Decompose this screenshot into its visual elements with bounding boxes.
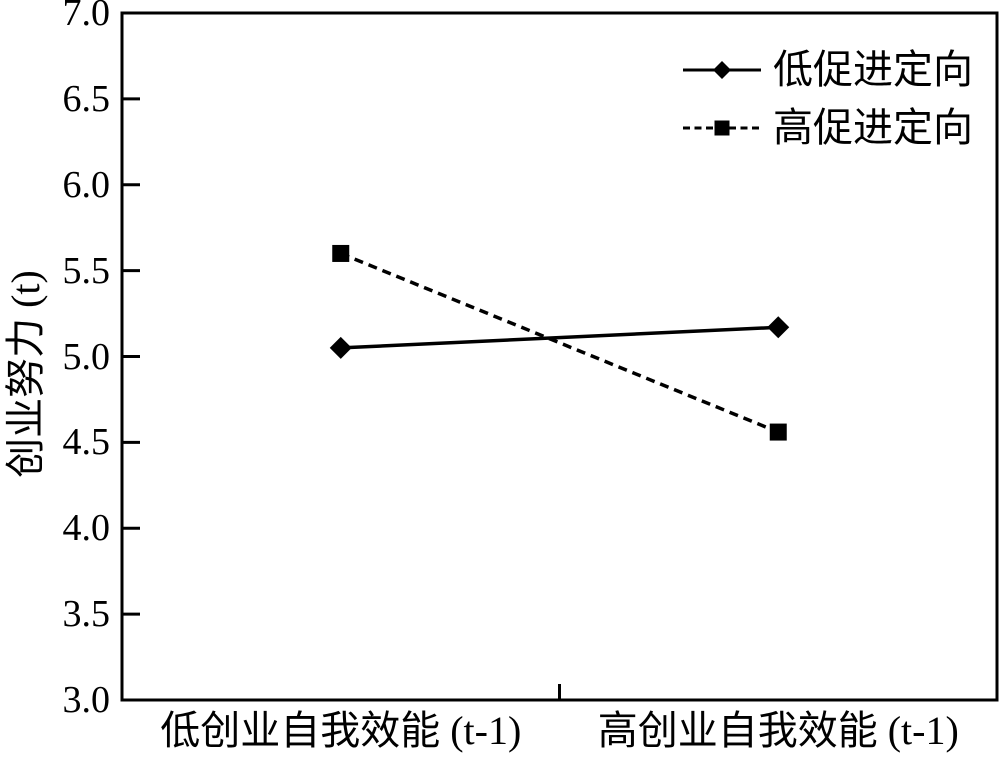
plot-border: [120, 11, 999, 702]
diamond-marker: [767, 316, 790, 339]
series-line-high-promotion: [340, 251, 779, 434]
legend-item: 高促进定向: [683, 104, 973, 152]
legend-line-sample: [683, 120, 761, 136]
square-marker: [769, 423, 787, 441]
legend-line-sample: [683, 61, 761, 79]
legend-label: 低促进定向: [773, 47, 973, 92]
legend-label: 高促进定向: [773, 105, 973, 150]
y-tick-label: 4.5: [62, 421, 111, 464]
y-tick-label: 7.0: [62, 0, 111, 34]
y-tick-label: 3.5: [62, 593, 111, 636]
square-marker: [332, 244, 350, 262]
y-tick-label: 6.5: [62, 77, 111, 120]
legend-item: 低促进定向: [683, 46, 973, 94]
legend: 低促进定向高促进定向: [683, 46, 973, 152]
y-tick-label: 5.5: [62, 249, 111, 292]
series-line-low-promotion: [340, 325, 779, 350]
y-tick-label: 3.0: [62, 679, 111, 721]
y-tick-label: 5.0: [62, 335, 111, 378]
diamond-marker: [713, 61, 731, 79]
y-tick-label: 4.0: [62, 507, 111, 550]
x-category-label: 低创业自我效能 (t-1): [160, 708, 522, 753]
square-marker: [714, 120, 730, 136]
x-category-label: 高创业自我效能 (t-1): [597, 708, 959, 753]
y-tick-label: 6.0: [62, 163, 111, 206]
diamond-marker: [329, 336, 352, 359]
